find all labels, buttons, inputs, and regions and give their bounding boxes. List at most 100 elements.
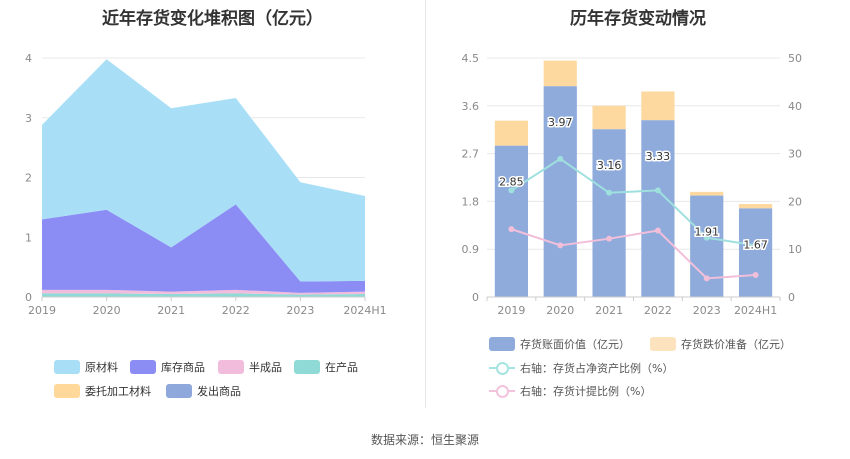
legend-swatch xyxy=(130,360,156,374)
legend-label: 右轴：存货计提比例（%） xyxy=(520,385,652,398)
legend-label: 右轴：存货占净资产比例（%） xyxy=(520,362,674,375)
legend-label: 存货账面价值（亿元） xyxy=(520,338,630,351)
line-point xyxy=(606,235,613,242)
y-tick-label: 1 xyxy=(25,231,32,244)
left-stacked-area-chart: 0 1 2 3 4 2019 2020 2021 2022 2023 2024H1 xyxy=(25,52,387,317)
legend-swatch xyxy=(54,360,80,374)
x-tick-label: 2020 xyxy=(546,304,574,317)
legend-item[interactable]: 库存商品 xyxy=(130,359,205,375)
y-tick-label: 2 xyxy=(25,172,32,185)
x-tick-label: 2020 xyxy=(93,304,121,317)
data-label: 3.33 xyxy=(646,150,671,163)
y-left-tick-label: 4.5 xyxy=(462,52,480,65)
data-label: 1.67 xyxy=(743,238,768,251)
legend-item[interactable]: 在产品 xyxy=(294,359,358,375)
line-point xyxy=(703,234,710,241)
y-left-tick-label: 2.7 xyxy=(462,148,480,161)
area-series-- xyxy=(42,293,365,297)
x-tick-label: 2019 xyxy=(28,304,56,317)
y-tick-label: 0 xyxy=(25,291,32,304)
legend-item[interactable]: 右轴：存货计提比例（%） xyxy=(489,383,651,399)
y-tick-label: 3 xyxy=(25,112,32,125)
bar-book-value xyxy=(641,120,675,297)
y-left-tick-label: 3.6 xyxy=(462,100,480,113)
left-chart-title: 近年存货变化堆积图（亿元） xyxy=(102,9,323,29)
legend-label: 原材料 xyxy=(85,361,118,374)
legend-item[interactable]: 委托加工材料 xyxy=(54,383,151,399)
bar-book-value xyxy=(494,145,529,297)
bar-impairment-reserve xyxy=(543,60,577,87)
legend-label: 库存商品 xyxy=(161,361,205,374)
legend-item[interactable]: 发出商品 xyxy=(166,383,241,399)
bar-book-value xyxy=(690,195,724,297)
y-right-tick-label: 50 xyxy=(788,52,802,65)
bar-impairment-reserve xyxy=(494,120,529,146)
x-tick-label: 2023 xyxy=(693,304,721,317)
line-point xyxy=(508,226,515,233)
legend-marker xyxy=(496,385,509,398)
right-combo-chart: 0 0.9 1.8 2.7 3.6 4.5 0 10 20 30 40 50 2.85 3.97 3.16 3… xyxy=(462,52,803,317)
right-chart-panel: 历年存货变动情况 0 0.9 1.8 2.7 3.6 4.5 0 10 20 30 40 50 2.85… xyxy=(426,0,850,410)
line-point xyxy=(752,272,759,279)
x-tick-label: 2024H1 xyxy=(734,304,777,317)
legend-swatch xyxy=(489,361,515,375)
data-label: 3.97 xyxy=(548,116,573,129)
legend-label: 半成品 xyxy=(249,361,282,374)
y-right-tick-label: 40 xyxy=(788,100,802,113)
bar-impairment-reserve xyxy=(641,91,675,121)
x-tick-label: 2019 xyxy=(497,304,525,317)
data-source-note: 数据来源：恒生聚源 xyxy=(370,433,479,447)
area-series-- xyxy=(42,59,365,282)
legend-label: 委托加工材料 xyxy=(85,385,151,398)
area-series-- xyxy=(42,204,365,293)
y-right-tick-label: 20 xyxy=(788,195,802,208)
x-tick-label: 2022 xyxy=(222,304,250,317)
bar-impairment-reserve xyxy=(592,105,626,130)
bar-book-value xyxy=(738,208,773,297)
y-left-tick-label: 0 xyxy=(472,291,479,304)
bar-book-value xyxy=(543,86,577,297)
data-label: 2.85 xyxy=(499,176,524,189)
data-label: 3.16 xyxy=(597,159,622,172)
x-tick-label: 2022 xyxy=(644,304,672,317)
legend-swatch xyxy=(166,384,192,398)
legend-item[interactable]: 原材料 xyxy=(54,359,118,375)
bar-book-value xyxy=(592,129,626,297)
x-tick-label: 2021 xyxy=(595,304,623,317)
y-left-tick-label: 0.9 xyxy=(462,243,480,256)
legend-label: 在产品 xyxy=(325,361,358,374)
legend-item[interactable]: 存货账面价值（亿元） xyxy=(489,336,630,352)
legend-item[interactable]: 右轴：存货占净资产比例（%） xyxy=(489,360,673,376)
data-label: 1.91 xyxy=(695,226,720,239)
line-point xyxy=(703,275,710,282)
legend-label: 发出商品 xyxy=(197,385,241,398)
legend-swatch xyxy=(294,360,320,374)
legend-item[interactable]: 存货跌价准备（亿元） xyxy=(650,336,791,352)
legend-label: 存货跌价准备（亿元） xyxy=(681,338,791,351)
area-series-- xyxy=(42,289,365,295)
line-point xyxy=(654,227,661,234)
legend-marker xyxy=(496,362,509,375)
legend-swatch xyxy=(650,337,676,351)
line-provision-ratio xyxy=(511,228,756,280)
bar-impairment-reserve xyxy=(690,191,724,196)
line-point xyxy=(654,187,661,194)
y-tick-label: 4 xyxy=(25,52,32,65)
y-right-tick-label: 0 xyxy=(788,291,795,304)
legend-swatch xyxy=(489,337,515,351)
y-left-tick-label: 1.8 xyxy=(462,195,480,208)
y-right-tick-label: 30 xyxy=(788,148,802,161)
line-inventory-to-net-assets xyxy=(510,157,756,247)
line-point xyxy=(606,189,613,196)
legend-swatch xyxy=(54,384,80,398)
x-tick-label: 2024H1 xyxy=(343,304,386,317)
y-right-tick-label: 10 xyxy=(788,243,802,256)
left-chart-panel: 近年存货变化堆积图（亿元） 0 1 2 3 4 2019 2020 2021 2022 2023 2… xyxy=(0,0,425,410)
panel-divider xyxy=(425,0,426,408)
right-chart-title: 历年存货变动情况 xyxy=(570,9,706,29)
line-point xyxy=(752,242,759,249)
line-point xyxy=(557,242,564,249)
legend-item[interactable]: 半成品 xyxy=(218,359,282,375)
x-tick-label: 2023 xyxy=(286,304,314,317)
legend-swatch xyxy=(218,360,244,374)
